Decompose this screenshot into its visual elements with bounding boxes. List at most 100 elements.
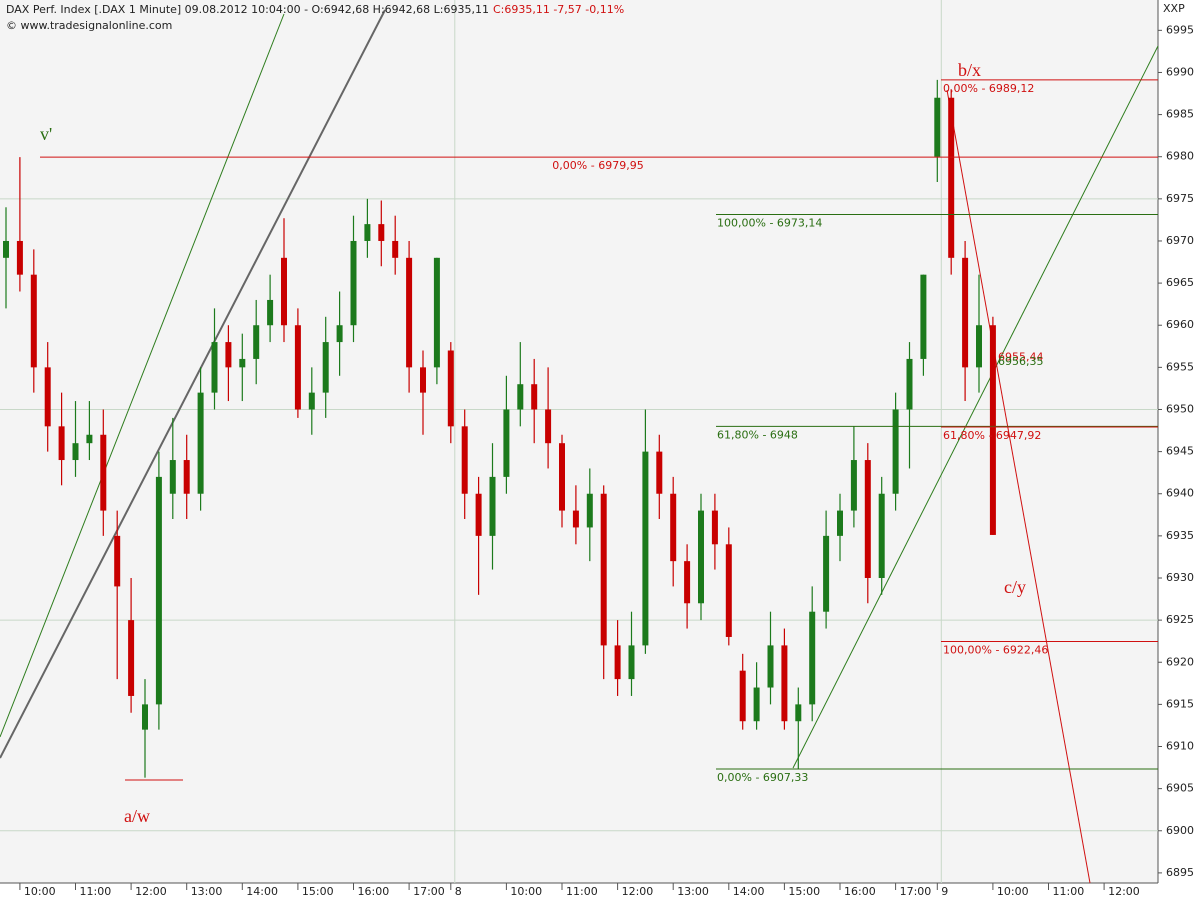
candle-body: [767, 645, 774, 688]
level-label: 6955,44: [998, 351, 1044, 364]
y-tick-label: 6920: [1166, 655, 1194, 668]
y-tick-label: 6975: [1166, 192, 1194, 205]
candle-body: [142, 704, 148, 730]
y-tick-label: 6970: [1166, 234, 1194, 247]
candle-body: [197, 392, 204, 494]
wave-label: v': [40, 124, 52, 144]
candles: [3, 79, 996, 778]
candle-body: [169, 460, 176, 494]
header-change: C:6935,11 -7,57 -0,11%: [493, 3, 624, 16]
candle-body: [878, 493, 885, 578]
candle-body: [294, 325, 301, 410]
y-tick-label: 6945: [1166, 445, 1194, 458]
wave-label: c/y: [1004, 577, 1026, 597]
x-tick-label: 10:00: [24, 885, 56, 898]
wave-label: b/x: [958, 60, 981, 80]
y-tick-label: 6990: [1166, 65, 1194, 78]
candle-body: [809, 611, 816, 705]
candle-body: [684, 561, 691, 604]
candle-body: [864, 460, 871, 578]
x-tick-label: 12:00: [622, 885, 654, 898]
y-tick-label: 6965: [1166, 276, 1194, 289]
candle-body: [406, 257, 413, 368]
y-tick-label: 6950: [1166, 402, 1194, 415]
y-tick-label: 6930: [1166, 571, 1194, 584]
candle-body: [656, 451, 663, 494]
candle-body: [155, 476, 162, 705]
level-label: 100,00% - 6922,46: [943, 644, 1048, 657]
candle-body: [267, 299, 274, 326]
x-tick-label: 13:00: [191, 885, 223, 898]
candle-body: [253, 325, 260, 359]
y-tick-label: 6985: [1166, 108, 1194, 121]
x-tick-label: 14:00: [733, 885, 765, 898]
header-title: DAX Perf. Index [.DAX 1 Minute] 09.08.20…: [6, 3, 624, 16]
candle-body: [225, 342, 232, 368]
trendlines: [0, 9, 1159, 884]
y-tick-label: 6915: [1166, 697, 1194, 710]
trendline: [792, 45, 1159, 769]
candle-body: [392, 240, 399, 258]
candle-body: [920, 274, 927, 359]
trendline: [946, 89, 1091, 884]
candle-body: [3, 240, 9, 258]
candle-body: [600, 493, 607, 646]
x-tick-label: 13:00: [677, 885, 709, 898]
x-tick-label: 16:00: [358, 885, 390, 898]
trendline: [0, 9, 386, 759]
y-tick-label: 6955: [1166, 360, 1194, 373]
x-tick-label: 12:00: [135, 885, 167, 898]
x-axis-background: [0, 883, 1158, 900]
y-tick-label: 6895: [1166, 866, 1194, 879]
y-tick-label: 6900: [1166, 824, 1194, 837]
candle-body: [906, 358, 913, 410]
candle-body: [30, 274, 37, 368]
x-tick-label: 15:00: [302, 885, 334, 898]
candle-body: [517, 384, 524, 410]
candle-body: [572, 510, 579, 528]
candle-body: [433, 257, 440, 368]
candle-body: [44, 367, 51, 427]
candle-body: [614, 645, 621, 680]
level-label: 0,00% - 6989,12: [943, 82, 1034, 95]
grid: [0, 0, 1158, 883]
x-tick-label: 17:00: [413, 885, 445, 898]
candle-body: [948, 97, 955, 258]
y-tick-label: 6995: [1166, 23, 1194, 36]
candle-body: [420, 367, 426, 393]
candle-body: [58, 426, 65, 461]
candle-body: [72, 443, 79, 461]
candle-body: [114, 535, 121, 587]
candle-body: [628, 645, 635, 680]
candle-body: [545, 409, 552, 444]
candle-body: [350, 240, 357, 326]
candle-body: [837, 510, 843, 536]
y-tick-label: 6940: [1166, 487, 1194, 500]
x-tick-label: 12:00: [1108, 885, 1140, 898]
candle-body: [281, 257, 287, 326]
candle-body: [100, 434, 107, 511]
candle-body: [698, 510, 704, 604]
candle-body: [892, 409, 899, 494]
annotations: 0,00% - 6979,95 100,00% - 6973,14 61,80% -…: [40, 60, 1158, 826]
candle-body: [447, 350, 454, 427]
y-tick-label: 6905: [1166, 782, 1194, 795]
header-main: DAX Perf. Index [.DAX 1 Minute] 09.08.20…: [6, 3, 489, 16]
x-tick-label: 8: [455, 885, 462, 898]
trendline: [0, 13, 285, 738]
candle-body: [364, 224, 371, 241]
candle-body: [962, 257, 969, 368]
candle-body: [531, 384, 538, 410]
candle-body: [586, 493, 593, 528]
corner-label: XXP: [1163, 2, 1185, 15]
x-tick-label: 9: [941, 885, 948, 898]
x-tick-label: 10:00: [510, 885, 542, 898]
level-label: 0,00% - 6979,95: [552, 159, 643, 172]
candle-body: [183, 460, 190, 494]
candle-body: [711, 510, 718, 545]
candle-body: [128, 620, 135, 696]
y-tick-label: 6910: [1166, 740, 1194, 753]
candle-body: [753, 687, 760, 722]
candle-body: [739, 670, 746, 722]
